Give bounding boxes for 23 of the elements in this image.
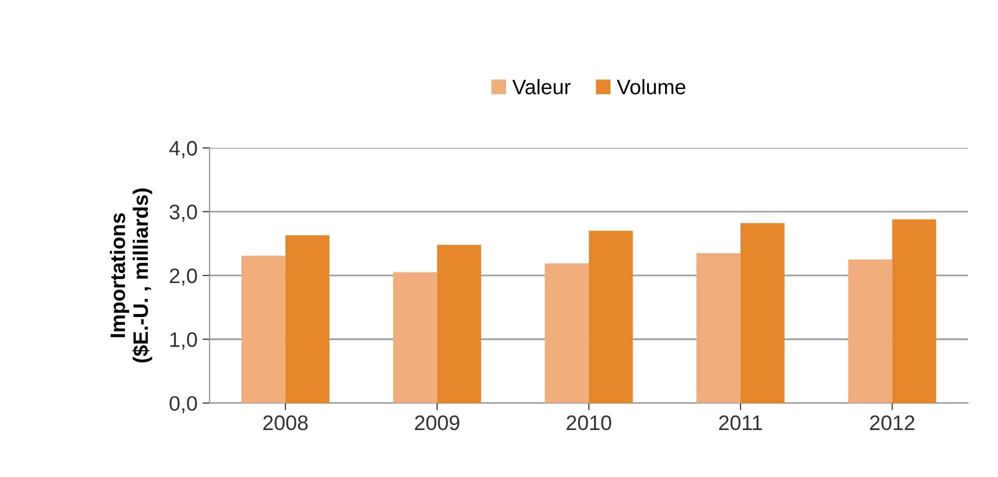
bar: [740, 223, 785, 404]
bar: [437, 244, 482, 404]
bar: [848, 260, 892, 404]
legend-label: Valeur: [512, 79, 571, 94]
bar: [588, 230, 633, 404]
y-tick-label: 3,0: [170, 204, 197, 222]
y-tick-label: 4,0: [169, 140, 197, 158]
bar: [892, 219, 936, 404]
x-tick-label: 2012: [870, 415, 914, 430]
x-tick-label: 2011: [719, 415, 762, 430]
bar: [285, 235, 330, 404]
bar: [544, 263, 589, 404]
y-axis-title: Importations ($E.-U. , milliards): [110, 188, 152, 362]
x-tick-label: 2008: [263, 415, 308, 430]
legend-label: Volume: [616, 79, 686, 94]
bar: [393, 272, 438, 404]
x-tick-label: 2009: [415, 415, 460, 430]
y-tick-label: 1,0: [170, 332, 197, 350]
y-tick-label: 0,0: [170, 396, 197, 414]
y-tick-label: 2,0: [170, 268, 197, 286]
x-tick-label: 2010: [566, 415, 612, 430]
bar: [696, 253, 741, 404]
bar: [241, 256, 286, 404]
